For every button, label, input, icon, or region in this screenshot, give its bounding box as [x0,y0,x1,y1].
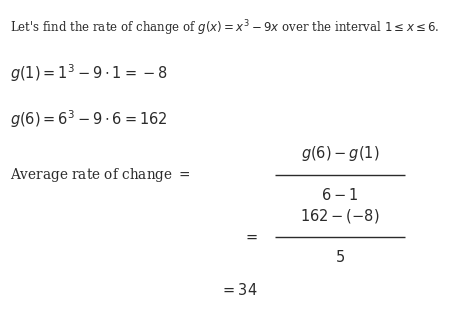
Text: $g(6) = 6^3 - 9 \cdot 6 = 162$: $g(6) = 6^3 - 9 \cdot 6 = 162$ [10,108,168,130]
Text: Average rate of change $=$: Average rate of change $=$ [10,166,191,184]
Text: $162 - (-8)$: $162 - (-8)$ [300,207,380,225]
Text: $g(6) - g(1)$: $g(6) - g(1)$ [301,144,379,163]
Text: Let's find the rate of change of $g(x) = x^3 - 9x$ over the interval $1 \leq x \: Let's find the rate of change of $g(x) =… [10,18,439,38]
Text: $= 34$: $= 34$ [220,282,258,298]
Text: $g(1) = 1^3 - 9 \cdot 1 = -8$: $g(1) = 1^3 - 9 \cdot 1 = -8$ [10,62,167,84]
Text: $=$: $=$ [243,230,258,244]
Text: $6 - 1$: $6 - 1$ [321,187,358,203]
Text: $5$: $5$ [335,249,345,265]
